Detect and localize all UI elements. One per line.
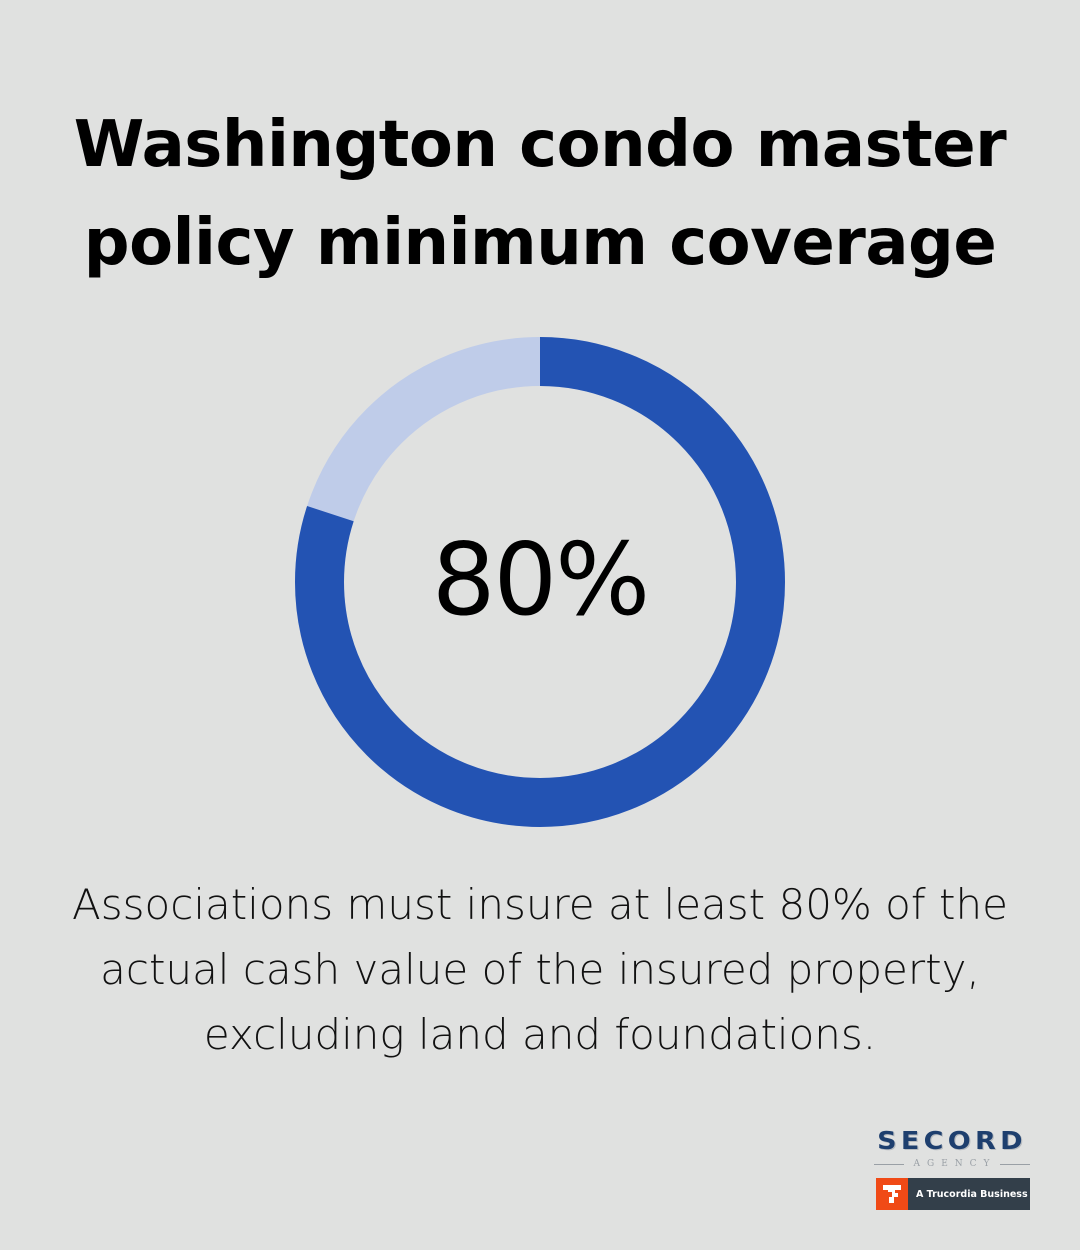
title-line-2: policy minimum coverage: [83, 206, 997, 280]
page-title: Washington condo master policy minimum c…: [0, 96, 1080, 292]
divider-line-right: [1000, 1163, 1031, 1165]
description-line-1: Associations must insure at least 80% of…: [72, 880, 1008, 929]
description-line-3: excluding land and foundations.: [203, 1010, 877, 1059]
donut-chart: 80%: [295, 337, 785, 827]
description-line-2: actual cash value of the insured propert…: [100, 945, 980, 994]
description-text: Associations must insure at least 80% of…: [40, 872, 1040, 1067]
donut-ring: [295, 337, 785, 827]
agency-row: AGENCY: [864, 1158, 1040, 1170]
divider-line-left: [873, 1163, 904, 1165]
trucordia-badge: A Trucordia Business: [876, 1178, 1030, 1210]
donut-center-value: 80%: [431, 520, 650, 638]
company-subtitle: AGENCY: [913, 1159, 997, 1169]
secord-agency-logo: SECORD AGENCY: [864, 1126, 1040, 1170]
title-line-1: Washington condo master: [73, 108, 1007, 182]
company-name: SECORD: [877, 1126, 1027, 1155]
trucordia-logo-icon: [876, 1178, 908, 1210]
badge-label: A Trucordia Business: [916, 1188, 1028, 1200]
donut-filled-segment: [295, 337, 785, 827]
